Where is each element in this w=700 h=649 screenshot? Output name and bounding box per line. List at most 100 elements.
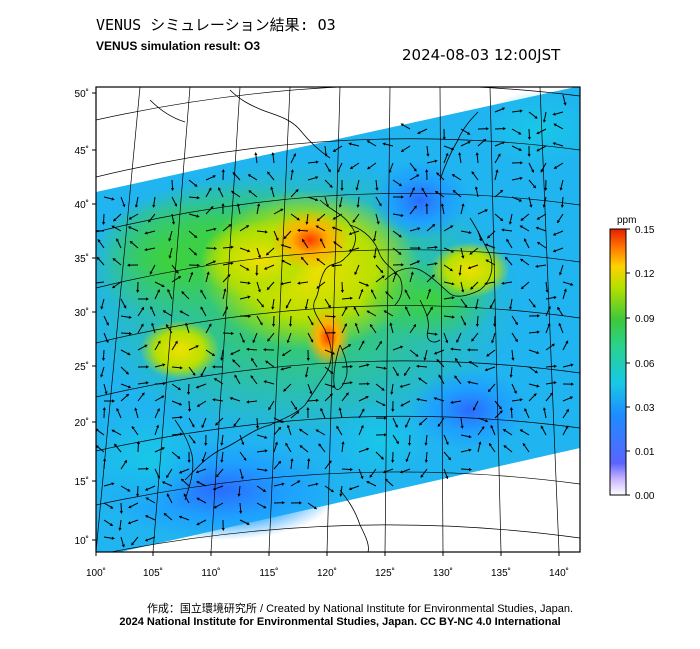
wind-arrowhead xyxy=(509,407,514,411)
wind-arrow xyxy=(538,227,547,232)
wind-arrow xyxy=(476,315,479,325)
wind-arrowhead xyxy=(384,433,387,437)
wind-arrowhead xyxy=(179,432,183,436)
wind-arrowhead xyxy=(549,392,553,396)
wind-arrow xyxy=(419,128,428,133)
wind-arrow xyxy=(335,242,343,249)
wind-arrowhead xyxy=(500,218,504,222)
wind-arrowhead xyxy=(111,197,115,201)
wind-arrow xyxy=(101,298,105,307)
wind-arrowhead xyxy=(547,305,551,310)
wind-arrow xyxy=(307,399,317,402)
wind-arrow xyxy=(437,174,445,181)
wind-arrowhead xyxy=(380,456,384,460)
wind-arrowhead xyxy=(300,256,304,260)
wind-arrowhead xyxy=(136,493,140,497)
wind-arrow xyxy=(358,281,367,286)
wind-arrow xyxy=(437,192,445,198)
wind-arrowhead xyxy=(216,474,220,478)
wind-arrowhead xyxy=(106,322,109,326)
wind-arrow xyxy=(147,485,156,490)
wind-arrow xyxy=(237,206,241,215)
wind-arrowhead xyxy=(315,225,319,229)
wind-arrowhead xyxy=(304,306,308,310)
wind-arrow xyxy=(452,348,462,351)
wind-arrowhead xyxy=(415,353,419,357)
wind-arrowhead xyxy=(264,449,268,453)
wind-arrow xyxy=(538,264,547,267)
wind-arrowhead xyxy=(294,406,298,411)
wind-arrowhead xyxy=(495,169,499,173)
wind-arrow xyxy=(239,226,248,232)
wind-arrow xyxy=(511,110,520,113)
wind-arrow xyxy=(375,276,383,283)
wind-arrow xyxy=(198,383,207,388)
wind-arrow xyxy=(375,264,382,272)
wind-arrow xyxy=(528,394,535,402)
wind-arrowhead xyxy=(389,322,393,326)
wind-arrowhead xyxy=(230,190,235,194)
colorbar-gradient xyxy=(609,228,627,496)
wind-arrow xyxy=(271,189,275,198)
wind-arrow xyxy=(459,155,462,164)
wind-arrow xyxy=(286,298,292,307)
wind-arrowhead xyxy=(111,536,115,540)
wind-arrowhead xyxy=(519,109,523,113)
wind-arrow xyxy=(460,230,469,233)
wind-arrow xyxy=(426,246,436,249)
wind-arrowhead xyxy=(196,403,201,407)
wind-arrowhead xyxy=(354,271,358,276)
wind-arrowhead xyxy=(338,407,342,411)
wind-arrowhead xyxy=(212,398,216,402)
wind-arrowhead xyxy=(481,426,485,430)
wind-arrowhead xyxy=(131,426,135,430)
wind-arrow xyxy=(403,145,411,151)
wind-arrow xyxy=(221,451,224,460)
wind-arrow xyxy=(524,445,530,453)
wind-arrowhead xyxy=(299,501,302,505)
wind-arrowhead xyxy=(232,171,236,176)
wind-arrowhead xyxy=(333,331,336,335)
wind-arrowhead xyxy=(533,393,537,397)
wind-arrow xyxy=(137,325,143,334)
wind-arrow xyxy=(375,179,378,188)
wind-arrowhead xyxy=(307,458,311,462)
wind-arrow xyxy=(272,155,275,164)
wind-arrowhead xyxy=(405,458,409,463)
wind-arrowhead xyxy=(360,424,364,429)
wind-arrowhead xyxy=(247,314,251,318)
wind-arrow xyxy=(555,111,564,115)
wind-arrow xyxy=(460,281,464,290)
wind-arrow xyxy=(355,264,360,273)
wind-arrow xyxy=(354,308,360,317)
wind-arrowhead xyxy=(241,442,245,446)
wind-arrowhead xyxy=(442,136,446,140)
wind-arrow xyxy=(147,516,156,521)
wind-arrow xyxy=(101,366,105,375)
wind-arrow xyxy=(528,111,536,118)
wind-arrowhead xyxy=(450,225,454,229)
wind-arrowhead xyxy=(275,237,279,242)
wind-arrow xyxy=(341,308,347,317)
wind-arrow xyxy=(375,366,384,369)
wind-arrow xyxy=(443,297,452,300)
wind-arrow xyxy=(358,397,367,402)
wind-arrowhead xyxy=(315,429,319,433)
wind-arrow xyxy=(545,365,555,368)
wind-arrowhead xyxy=(145,515,149,519)
wind-arrow xyxy=(368,481,377,487)
wind-arrowhead xyxy=(536,384,540,388)
wind-arrowhead xyxy=(247,249,251,253)
colorbar-tick: 0.03 xyxy=(635,403,655,414)
wind-arrowhead xyxy=(271,152,275,156)
wind-arrow xyxy=(171,383,179,389)
wind-arrowhead xyxy=(542,119,546,123)
wind-arrowhead xyxy=(96,445,99,449)
wind-arrow xyxy=(509,213,513,222)
wind-arrowhead xyxy=(200,373,204,377)
wind-arrowhead xyxy=(416,398,420,402)
wind-arrowhead xyxy=(458,272,462,276)
wind-arrow xyxy=(409,274,413,283)
wind-arrowhead xyxy=(540,169,544,173)
wind-arrowhead xyxy=(348,232,352,236)
